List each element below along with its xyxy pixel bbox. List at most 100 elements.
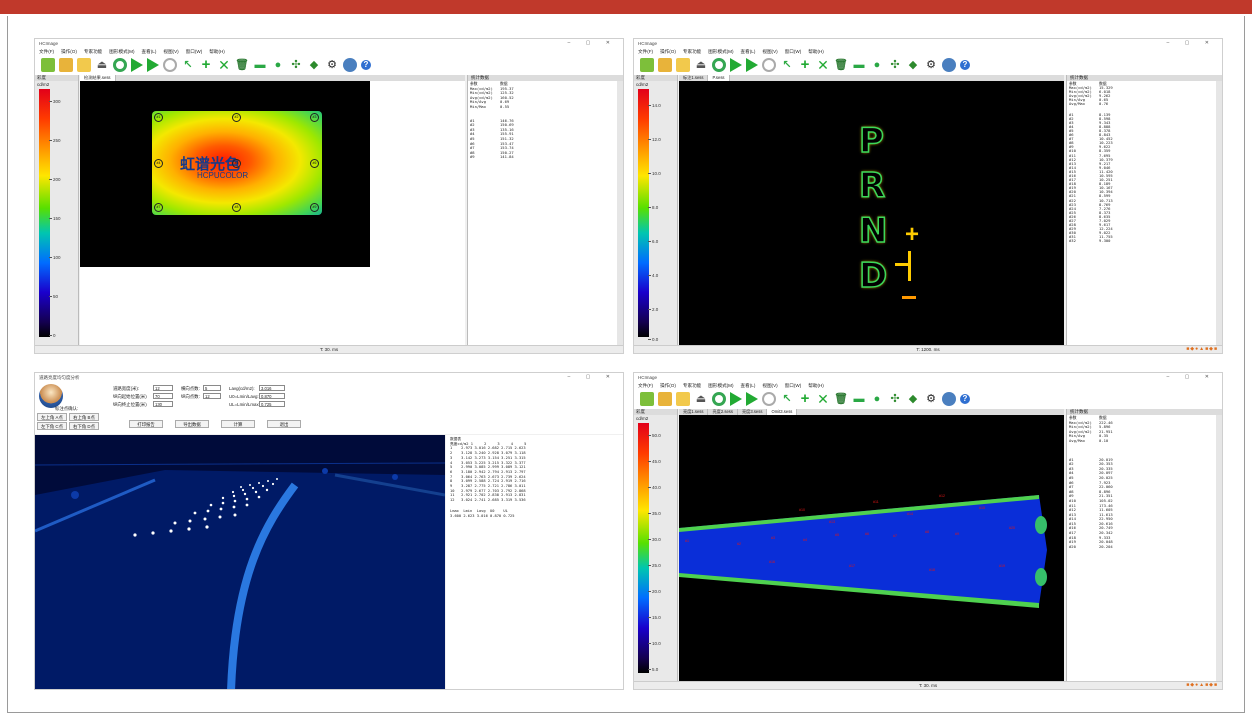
red-marker[interactable]: #2 <box>737 542 741 546</box>
marker[interactable]: #5 <box>232 159 241 168</box>
tab-session-1[interactable]: 标注1.sess <box>679 75 709 81</box>
menu-expert[interactable]: 专家功能 <box>83 49 103 54</box>
exit-button[interactable]: 退出 <box>267 420 301 428</box>
x-icon[interactable]: ✕ <box>817 391 829 407</box>
long-end-input[interactable]: 130 <box>153 401 173 407</box>
marker[interactable]: #1 <box>154 113 163 122</box>
menu-view[interactable]: 视图(V) <box>762 49 778 54</box>
horizontal-points-input[interactable]: 5 <box>203 385 221 391</box>
tab-session-omit[interactable]: Omit3.sess <box>767 409 798 415</box>
red-marker[interactable]: #17 <box>849 564 855 568</box>
marker[interactable]: #3 <box>310 113 319 122</box>
red-marker[interactable]: #12 <box>939 494 945 498</box>
menu-view-l[interactable]: 查看(L) <box>740 49 756 54</box>
help-icon[interactable]: ? <box>960 394 970 404</box>
dot-icon[interactable]: ● <box>274 59 282 71</box>
print-report-button[interactable]: 打印报告 <box>129 420 163 428</box>
tab-session[interactable]: 检测结果.sess <box>80 75 116 81</box>
globe-icon[interactable] <box>942 58 956 72</box>
tab-session-1[interactable]: 亮度1.sess <box>679 409 709 415</box>
red-marker[interactable]: #4 <box>803 538 807 542</box>
folder-icon[interactable] <box>640 58 654 72</box>
red-marker[interactable]: #15 <box>979 506 985 510</box>
x-icon[interactable]: ✕ <box>817 57 829 73</box>
menu-file[interactable]: 文件(F) <box>638 383 654 388</box>
folder-icon[interactable] <box>640 392 654 406</box>
trash-icon[interactable]: 🗑 <box>235 59 249 71</box>
corner-b-button[interactable]: 右上角 B点 <box>69 413 99 421</box>
export-data-button[interactable]: 导出数据 <box>175 420 209 428</box>
open-icon[interactable] <box>658 392 672 406</box>
open-icon[interactable] <box>59 58 73 72</box>
tab-session-p[interactable]: P.sess <box>708 75 730 81</box>
menu-graphic-mode[interactable]: 图形模式(M) <box>109 49 135 54</box>
red-marker[interactable]: #11 <box>873 500 879 504</box>
bar-icon[interactable]: ▬ <box>853 59 865 71</box>
play-c-icon[interactable] <box>746 392 758 406</box>
tab-session-2[interactable]: 亮度2.sess <box>708 409 738 415</box>
globe-icon[interactable] <box>942 392 956 406</box>
road-width-input[interactable]: 12 <box>153 385 173 391</box>
corner-a-button[interactable]: 左上角 A点 <box>37 413 67 421</box>
luminance-image[interactable]: P R N D + <box>679 81 1064 345</box>
stop-icon[interactable] <box>163 58 177 72</box>
menu-window[interactable]: 窗口(W) <box>784 49 802 54</box>
cursor-icon[interactable]: ↖ <box>782 59 792 71</box>
calculate-button[interactable]: 计算 <box>221 420 255 428</box>
diamond-icon[interactable]: ◆ <box>908 59 918 71</box>
red-marker[interactable]: #19 <box>999 564 1005 568</box>
road-luminance-image[interactable] <box>35 435 445 689</box>
stop-icon[interactable] <box>762 392 776 406</box>
save-icon[interactable] <box>676 392 690 406</box>
red-marker[interactable]: #18 <box>929 568 935 572</box>
eject-icon[interactable]: ⏏ <box>695 393 707 405</box>
menu-help[interactable]: 帮助(H) <box>808 49 824 54</box>
marker[interactable]: #7 <box>154 203 163 212</box>
luminance-image[interactable]: #1 #2 #3 #4 #5 #6 #7 #8 #9 #10 #11 #12 #… <box>679 415 1064 681</box>
cursor-icon[interactable]: ↖ <box>183 59 193 71</box>
red-marker[interactable]: #13 <box>829 520 835 524</box>
help-icon[interactable]: ? <box>361 60 371 70</box>
menu-help[interactable]: 帮助(H) <box>209 49 225 54</box>
plus-icon[interactable]: + <box>201 56 211 73</box>
plus-icon[interactable]: + <box>800 56 810 73</box>
eject-icon[interactable]: ⏏ <box>695 59 707 71</box>
play-c-icon[interactable] <box>746 58 758 72</box>
stop-icon[interactable] <box>762 58 776 72</box>
corner-c-button[interactable]: 左下角 C点 <box>37 422 67 430</box>
play-icon[interactable] <box>730 58 742 72</box>
window-controls[interactable]: – ▢ ✕ <box>1166 374 1216 380</box>
menu-expert[interactable]: 专家功能 <box>682 49 702 54</box>
vertical-points-input[interactable]: 12 <box>203 393 221 399</box>
circle-icon[interactable] <box>113 58 127 72</box>
open-icon[interactable] <box>658 58 672 72</box>
red-marker[interactable]: #3 <box>771 536 775 540</box>
target-icon[interactable]: ✣ <box>890 59 900 71</box>
red-marker[interactable]: #8 <box>925 530 929 534</box>
window-controls[interactable]: – ▢ ✕ <box>1166 40 1216 46</box>
red-marker[interactable]: #16 <box>769 560 775 564</box>
marker[interactable]: #2 <box>232 113 241 122</box>
menu-operate[interactable]: 操作(O) <box>61 49 77 54</box>
gear-icon[interactable]: ⚙ <box>926 393 936 405</box>
red-marker[interactable]: #20 <box>1009 526 1015 530</box>
menu-window[interactable]: 窗口(W) <box>185 49 203 54</box>
plus-icon[interactable]: + <box>800 390 810 407</box>
dot-icon[interactable]: ● <box>873 393 881 405</box>
bar-icon[interactable]: ▬ <box>853 393 865 405</box>
eject-icon[interactable]: ⏏ <box>96 59 108 71</box>
menu-graphic-mode[interactable]: 图形模式(M) <box>708 383 734 388</box>
luminance-image[interactable]: 虹谱光色 HCPUCOLOR #1 #2 #3 #4 #5 #6 #7 #8 #… <box>80 81 370 267</box>
menu-graphic-mode[interactable]: 图形模式(M) <box>708 49 734 54</box>
window-controls[interactable]: – ▢ ✕ <box>567 40 617 46</box>
menu-file[interactable]: 文件(F) <box>638 49 654 54</box>
menu-window[interactable]: 窗口(W) <box>784 383 802 388</box>
menu-view-l[interactable]: 查看(L) <box>141 49 157 54</box>
folder-icon[interactable] <box>41 58 55 72</box>
tab-session-3[interactable]: 亮度3.sess <box>738 409 768 415</box>
window-controls[interactable]: – ▢ ✕ <box>567 374 617 380</box>
long-start-input[interactable]: 70 <box>153 393 173 399</box>
gear-icon[interactable]: ⚙ <box>327 59 337 71</box>
gear-icon[interactable]: ⚙ <box>926 59 936 71</box>
play-icon[interactable] <box>730 392 742 406</box>
